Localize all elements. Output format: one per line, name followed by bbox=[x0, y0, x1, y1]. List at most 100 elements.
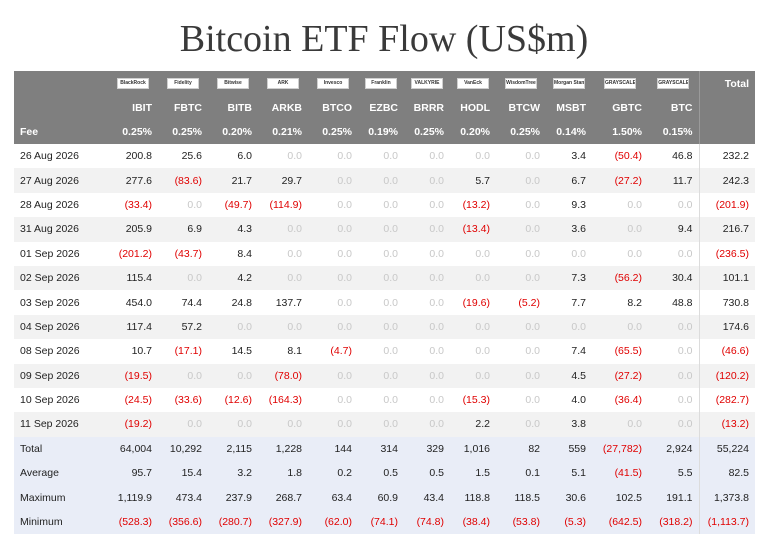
fee-btcw: 0.25% bbox=[496, 120, 546, 144]
table-row: 04 Sep 2026 117.4 57.2 0.0 0.0 0.0 0.0 0.0 0.0 0.… bbox=[14, 314, 755, 340]
flow-value: 0.0 bbox=[525, 198, 540, 211]
summary-value: (53.8) bbox=[496, 509, 546, 535]
row-date: 31 Aug 2026 bbox=[14, 217, 108, 242]
row-date: 09 Sep 2026 bbox=[14, 363, 108, 388]
flow-value: 0.0 bbox=[337, 394, 352, 407]
flow-value: 4.3 bbox=[208, 217, 258, 242]
flow-value: 117.4 bbox=[108, 314, 158, 340]
fund-logo-hodl: VanEck bbox=[457, 78, 489, 90]
flow-value: (36.4) bbox=[614, 394, 642, 407]
flow-value: (4.7) bbox=[330, 345, 352, 358]
summary-value: 0.2 bbox=[308, 461, 358, 486]
row-date: 11 Sep 2026 bbox=[14, 412, 108, 437]
summary-label: Maximum bbox=[14, 485, 108, 510]
fund-logo-cell: VALKYRIE bbox=[404, 71, 450, 96]
flow-value: 46.8 bbox=[672, 150, 693, 163]
ticker-ezbc: EZBC bbox=[358, 96, 404, 120]
summary-value: 1,228 bbox=[258, 436, 308, 462]
logo-header-row: BlackRock Fidelity Bitwise ARK Invesco Frankl… bbox=[14, 71, 755, 96]
table-row: 08 Sep 2026 10.7 (17.1) 14.5 8.1 (4.7) 0.0 0.0 0… bbox=[14, 339, 755, 364]
summary-value: 473.4 bbox=[158, 485, 208, 510]
ticker-gbtc: GBTC bbox=[592, 96, 648, 120]
flow-value: 0.0 bbox=[677, 247, 693, 260]
ticker-fbtc: FBTC bbox=[158, 96, 208, 120]
flow-value: 0.0 bbox=[337, 150, 352, 163]
fund-logo-bitb: Bitwise bbox=[217, 78, 249, 90]
flow-value: 0.0 bbox=[404, 168, 450, 193]
flow-value: 0.0 bbox=[525, 247, 540, 260]
flow-value: 0.0 bbox=[404, 314, 450, 340]
flow-value: 0.0 bbox=[404, 265, 450, 291]
row-total: 216.7 bbox=[698, 217, 755, 242]
summary-value: 43.4 bbox=[404, 485, 450, 510]
flow-value: 0.0 bbox=[429, 198, 444, 211]
row-date: 01 Sep 2026 bbox=[20, 247, 80, 260]
flow-value: 0.0 bbox=[648, 412, 699, 437]
flow-value: 137.7 bbox=[275, 296, 302, 309]
flow-value: 14.5 bbox=[231, 345, 252, 358]
flow-value: 115.4 bbox=[108, 265, 158, 291]
flow-value: 0.0 bbox=[208, 363, 258, 388]
summary-total: (1,113.7) bbox=[698, 509, 755, 535]
flow-value: 7.4 bbox=[571, 345, 586, 358]
fee-brrr: 0.25% bbox=[404, 120, 450, 144]
flow-value: 0.0 bbox=[258, 265, 308, 291]
flow-value: 6.0 bbox=[237, 150, 252, 163]
flow-value: 0.0 bbox=[429, 394, 444, 407]
summary-label: Total bbox=[14, 436, 108, 462]
summary-row: Average 95.7 15.4 3.2 1.8 0.2 0.5 0.5 1.5 0.1 5.1(… bbox=[14, 461, 755, 486]
summary-value: (280.7) bbox=[208, 509, 258, 535]
flow-value: 5.7 bbox=[450, 168, 496, 193]
fee-arkb: 0.21% bbox=[258, 120, 308, 144]
flow-value: 0.0 bbox=[383, 296, 398, 309]
fee-label: Fee bbox=[14, 120, 108, 144]
flow-value: 4.0 bbox=[571, 394, 586, 407]
flow-value: 0.0 bbox=[592, 412, 648, 437]
flow-value: (50.4) bbox=[614, 150, 642, 163]
fee-ezbc: 0.19% bbox=[358, 120, 404, 144]
flow-value: 21.7 bbox=[208, 168, 258, 193]
summary-value: 118.8 bbox=[450, 485, 496, 510]
row-total: (13.2) bbox=[698, 412, 755, 437]
flow-value: 0.0 bbox=[358, 314, 404, 340]
ticker-btcw: BTCW bbox=[496, 96, 546, 120]
flow-value: 7.7 bbox=[571, 296, 586, 309]
flow-value: 0.0 bbox=[287, 247, 302, 260]
flow-value: 24.8 bbox=[231, 296, 252, 309]
flow-value: 0.0 bbox=[677, 345, 693, 358]
etf-flow-table: BlackRock Fidelity Bitwise ARK Invesco Frankl… bbox=[14, 71, 755, 535]
row-total: (120.2) bbox=[698, 363, 755, 388]
summary-value: 82 bbox=[496, 436, 546, 462]
flow-value: 0.0 bbox=[429, 345, 444, 358]
table-row: 11 Sep 2026 (19.2) 0.0 0.0 0.0 0.0 0.0 0.0 2.2 0.… bbox=[14, 412, 755, 437]
flow-value: 0.0 bbox=[648, 363, 699, 388]
fund-logo-cell: Invesco bbox=[308, 71, 358, 96]
flow-value: (19.6) bbox=[462, 296, 490, 309]
summary-label: Average bbox=[14, 461, 108, 486]
table-row: 10 Sep 2026 (24.5) (33.6) (12.6) (164.3) 0.0 0… bbox=[14, 387, 755, 413]
row-total: 232.2 bbox=[698, 144, 755, 169]
flow-value: 0.0 bbox=[258, 412, 308, 437]
flow-value: (56.2) bbox=[592, 265, 648, 291]
summary-value: (528.3) bbox=[108, 509, 158, 535]
summary-value: 5.1 bbox=[546, 461, 592, 486]
flow-value: 0.0 bbox=[358, 265, 404, 291]
flow-value: 3.6 bbox=[546, 217, 592, 242]
flow-value: 7.3 bbox=[546, 265, 592, 291]
flow-value: 0.0 bbox=[308, 363, 358, 388]
summary-value: 191.1 bbox=[648, 485, 699, 510]
summary-value: 329 bbox=[404, 436, 450, 462]
flow-value: 29.7 bbox=[258, 168, 308, 193]
flow-value: 11.7 bbox=[648, 168, 699, 193]
table-row: 09 Sep 2026 (19.5) 0.0 0.0 (78.0) 0.0 0.0 0.0 0.… bbox=[14, 363, 755, 388]
flow-value: (27.2) bbox=[592, 168, 648, 193]
flow-value: 0.0 bbox=[287, 150, 302, 163]
row-date: 27 Aug 2026 bbox=[14, 168, 108, 193]
summary-value: 63.4 bbox=[308, 485, 358, 510]
table-row: 26 Aug 2026 200.8 25.6 6.0 0.0 0.0 0.0 0.0 0.0 0.… bbox=[14, 144, 755, 169]
flow-value: 0.0 bbox=[158, 363, 208, 388]
fee-total-blank bbox=[698, 120, 755, 144]
summary-value: 237.9 bbox=[208, 485, 258, 510]
summary-value: 2,115 bbox=[208, 436, 258, 462]
flow-value: (49.7) bbox=[224, 198, 252, 211]
